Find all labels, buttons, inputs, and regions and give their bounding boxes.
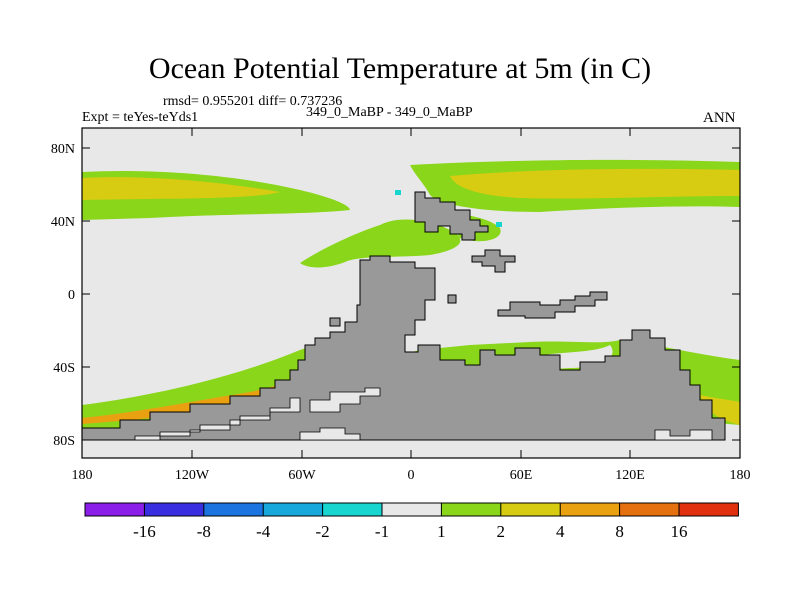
plot-title: Ocean Potential Temperature at 5m (in C) (148, 52, 652, 85)
polar-inlet-center (309, 387, 381, 413)
colorbar-swatch (382, 503, 442, 516)
lon-label-120w: 120W (175, 468, 210, 483)
landmass-small-west (329, 317, 341, 327)
colorbar-frame (84, 502, 739, 517)
colorbar-label: -1 (375, 522, 389, 541)
lon-label-120e: 120E (615, 468, 645, 483)
north-hot-patch-west (82, 177, 280, 200)
lat-label-40s: 40S (53, 361, 75, 376)
colorbar-label: -2 (316, 522, 330, 541)
cool-spot-mid (496, 222, 502, 227)
lat-label-0: 0 (68, 288, 75, 303)
colorbar-swatch (619, 503, 679, 516)
lon-label-60e: 60E (510, 468, 533, 483)
colorbar-label: 8 (615, 522, 624, 541)
colorbar-swatch (441, 503, 501, 516)
colorbar-swatch (560, 503, 620, 516)
colorbar-label: 2 (497, 522, 506, 541)
colorbar-swatch (500, 503, 561, 516)
landmass-main-continent (81, 255, 726, 441)
lat-label-80s: 80S (53, 434, 75, 449)
mid-latitude-warm-patch (300, 219, 461, 268)
cool-spot-north (395, 190, 401, 195)
polar-inlet-east (654, 429, 713, 441)
colorbar-swatch (144, 503, 204, 516)
lon-label-180-left: 180 (72, 468, 93, 483)
lat-tick-marks (82, 147, 740, 441)
colorbar-label: 1 (437, 522, 446, 541)
lat-label-80n: 80N (51, 142, 75, 157)
experiment-label: Expt = teYes-teYds1 (82, 110, 199, 125)
season-label: ANN (703, 110, 736, 126)
colorbar-swatch (322, 503, 382, 516)
lon-label-180-right: 180 (730, 468, 751, 483)
colorbar-label: 16 (671, 522, 688, 541)
period-label: 349_0_MaBP - 349_0_MaBP (306, 105, 473, 120)
colorbar-label: -8 (197, 522, 211, 541)
lon-label-60w: 60W (288, 468, 316, 483)
rmsd-diff-stats: rmsd= 0.955201 diff= 0.737236 (163, 94, 343, 109)
colorbar-swatch (679, 503, 739, 516)
colorbar-swatch (85, 503, 145, 516)
colorbar-label: 4 (556, 522, 565, 541)
landmass-small-mid (447, 294, 457, 304)
landmass-island (471, 249, 516, 273)
colorbar-label: -4 (256, 522, 271, 541)
south-hot-band-west (82, 372, 310, 424)
colorbar-swatch (203, 503, 264, 516)
colorbar-swatch (263, 503, 323, 516)
north-hot-patch-east (450, 168, 740, 199)
lon-tick-marks (191, 128, 631, 458)
landmass-north (414, 191, 489, 241)
landmass-east-strip (497, 291, 608, 319)
polar-inlet-west (134, 397, 301, 441)
lon-label-0: 0 (408, 468, 415, 483)
colorbar-label: -16 (133, 522, 156, 541)
polar-inlet-south (299, 427, 361, 441)
lat-label-40n: 40N (51, 215, 75, 230)
colorbar: -16 -8 -4 -2 -1 1 2 4 8 16 (84, 502, 739, 541)
